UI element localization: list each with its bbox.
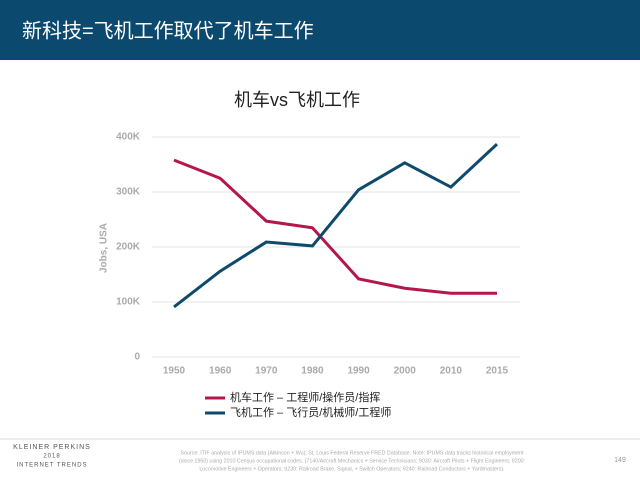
brand-text: INTERNET TRENDS [16, 463, 87, 469]
series-line [173, 143, 499, 309]
source-note: Source: ITIF analysis of IPUMS data (Atk… [180, 450, 524, 456]
y-tick-label: 400K [116, 132, 141, 143]
source-note: (since 1950) using 2010 Census occupatio… [179, 458, 525, 464]
x-tick-label: 2000 [394, 366, 417, 377]
y-tick-label: 300K [116, 187, 141, 198]
x-tick-label: 1980 [301, 366, 324, 377]
x-tick-label: 2010 [440, 366, 463, 377]
source-note: Locomotive Engineers + Operators; 9230: … [199, 466, 504, 472]
x-tick-label: 2015 [486, 366, 509, 377]
brand-text: KLEINER PERKINS [13, 444, 91, 451]
y-tick-label: 0 [134, 352, 140, 363]
page-number: 149 [614, 457, 626, 464]
x-tick-label: 1950 [163, 366, 186, 377]
series-line [173, 158, 497, 295]
y-tick-label: 200K [116, 242, 141, 253]
chart-title: 机车vs飞机工作 [234, 90, 360, 110]
header-bar [0, 0, 640, 60]
y-tick-label: 100K [116, 297, 141, 308]
x-tick-label: 1970 [255, 366, 278, 377]
legend-label: 机车工作 – 工程师/操作员/指挥 [230, 390, 380, 404]
brand-text: 2018 [43, 454, 60, 460]
x-tick-label: 1990 [347, 366, 370, 377]
y-axis-label: Jobs, USA [99, 223, 110, 273]
legend-label: 飞机工作 – 飞行员/机械师/工程师 [230, 405, 391, 419]
slide-title: 新科技=飞机工作取代了机车工作 [22, 19, 314, 42]
x-tick-label: 1960 [209, 366, 232, 377]
